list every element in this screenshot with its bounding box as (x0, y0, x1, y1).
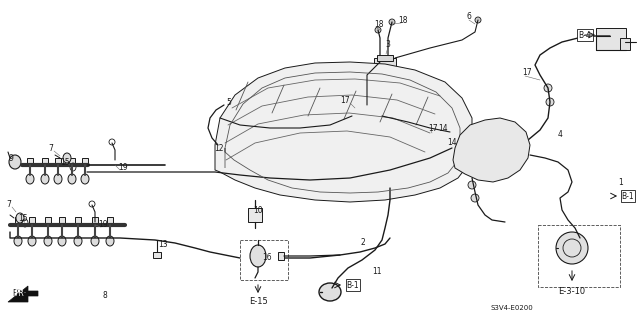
Bar (92, 217, 98, 225)
Bar (620, 38, 630, 50)
Text: 17: 17 (340, 95, 349, 105)
Text: 15: 15 (60, 157, 70, 166)
Ellipse shape (16, 213, 24, 223)
Bar (538, 225, 620, 287)
Text: 17: 17 (522, 68, 532, 76)
Text: 18: 18 (374, 20, 383, 28)
Text: 13: 13 (158, 239, 168, 249)
Text: 14: 14 (447, 138, 456, 147)
Ellipse shape (375, 27, 381, 33)
Text: 19: 19 (118, 163, 127, 172)
Ellipse shape (68, 174, 76, 184)
Bar (42, 158, 48, 165)
Ellipse shape (319, 283, 341, 301)
Ellipse shape (471, 194, 479, 202)
Bar (69, 158, 75, 165)
Bar (153, 252, 161, 258)
Ellipse shape (470, 132, 510, 172)
Text: 5: 5 (226, 98, 231, 107)
Bar (27, 158, 33, 165)
Text: 17: 17 (428, 124, 438, 132)
Bar (45, 217, 51, 225)
Bar (355, 100, 379, 108)
Bar (59, 217, 65, 225)
Text: FR·: FR· (14, 289, 26, 298)
Ellipse shape (544, 84, 552, 92)
Text: 8: 8 (102, 291, 107, 300)
Ellipse shape (26, 174, 34, 184)
Ellipse shape (81, 174, 89, 184)
Bar (107, 217, 113, 225)
Ellipse shape (556, 232, 588, 264)
Ellipse shape (54, 174, 62, 184)
Ellipse shape (74, 236, 82, 246)
Bar (55, 158, 61, 165)
Text: E-15: E-15 (248, 298, 268, 307)
Text: 7: 7 (48, 143, 53, 153)
Bar (596, 28, 626, 50)
Text: B-1: B-1 (621, 191, 634, 201)
Ellipse shape (389, 19, 395, 25)
Polygon shape (215, 62, 472, 202)
Text: FR·: FR· (12, 290, 24, 299)
Text: 6: 6 (466, 12, 471, 20)
Ellipse shape (14, 236, 22, 246)
Text: 1: 1 (618, 178, 623, 187)
Ellipse shape (546, 98, 554, 106)
Ellipse shape (475, 17, 481, 23)
Text: B-4: B-4 (579, 30, 591, 39)
Text: 11: 11 (372, 268, 381, 276)
Bar (352, 105, 382, 127)
Ellipse shape (58, 236, 66, 246)
Bar (15, 217, 21, 225)
Ellipse shape (28, 236, 36, 246)
Ellipse shape (44, 236, 52, 246)
Text: 2: 2 (360, 237, 365, 246)
Ellipse shape (41, 174, 49, 184)
Bar (240, 240, 288, 280)
Bar (377, 55, 393, 61)
Text: 15: 15 (18, 213, 28, 222)
Text: 19: 19 (98, 220, 108, 228)
Text: 7: 7 (6, 199, 11, 209)
Text: 4: 4 (558, 130, 563, 139)
Ellipse shape (91, 236, 99, 246)
Bar (374, 58, 396, 74)
Bar (248, 208, 262, 222)
Text: 10: 10 (253, 205, 263, 214)
Text: 9: 9 (8, 154, 13, 163)
Text: 18: 18 (398, 15, 408, 25)
Text: 16: 16 (262, 253, 271, 262)
Bar (82, 158, 88, 165)
Text: 12: 12 (214, 143, 223, 153)
Ellipse shape (63, 153, 71, 163)
Text: E-3-10: E-3-10 (559, 286, 586, 295)
Bar (75, 217, 81, 225)
Bar (278, 252, 284, 260)
Polygon shape (8, 286, 38, 302)
Ellipse shape (106, 236, 114, 246)
Text: 14: 14 (438, 124, 447, 132)
Text: B-1: B-1 (347, 281, 359, 290)
Ellipse shape (250, 245, 266, 267)
Ellipse shape (9, 155, 21, 169)
Ellipse shape (468, 181, 476, 189)
Polygon shape (453, 118, 530, 182)
Text: 3: 3 (385, 39, 390, 49)
Bar (29, 217, 35, 225)
Text: S3V4-E0200: S3V4-E0200 (490, 305, 532, 311)
